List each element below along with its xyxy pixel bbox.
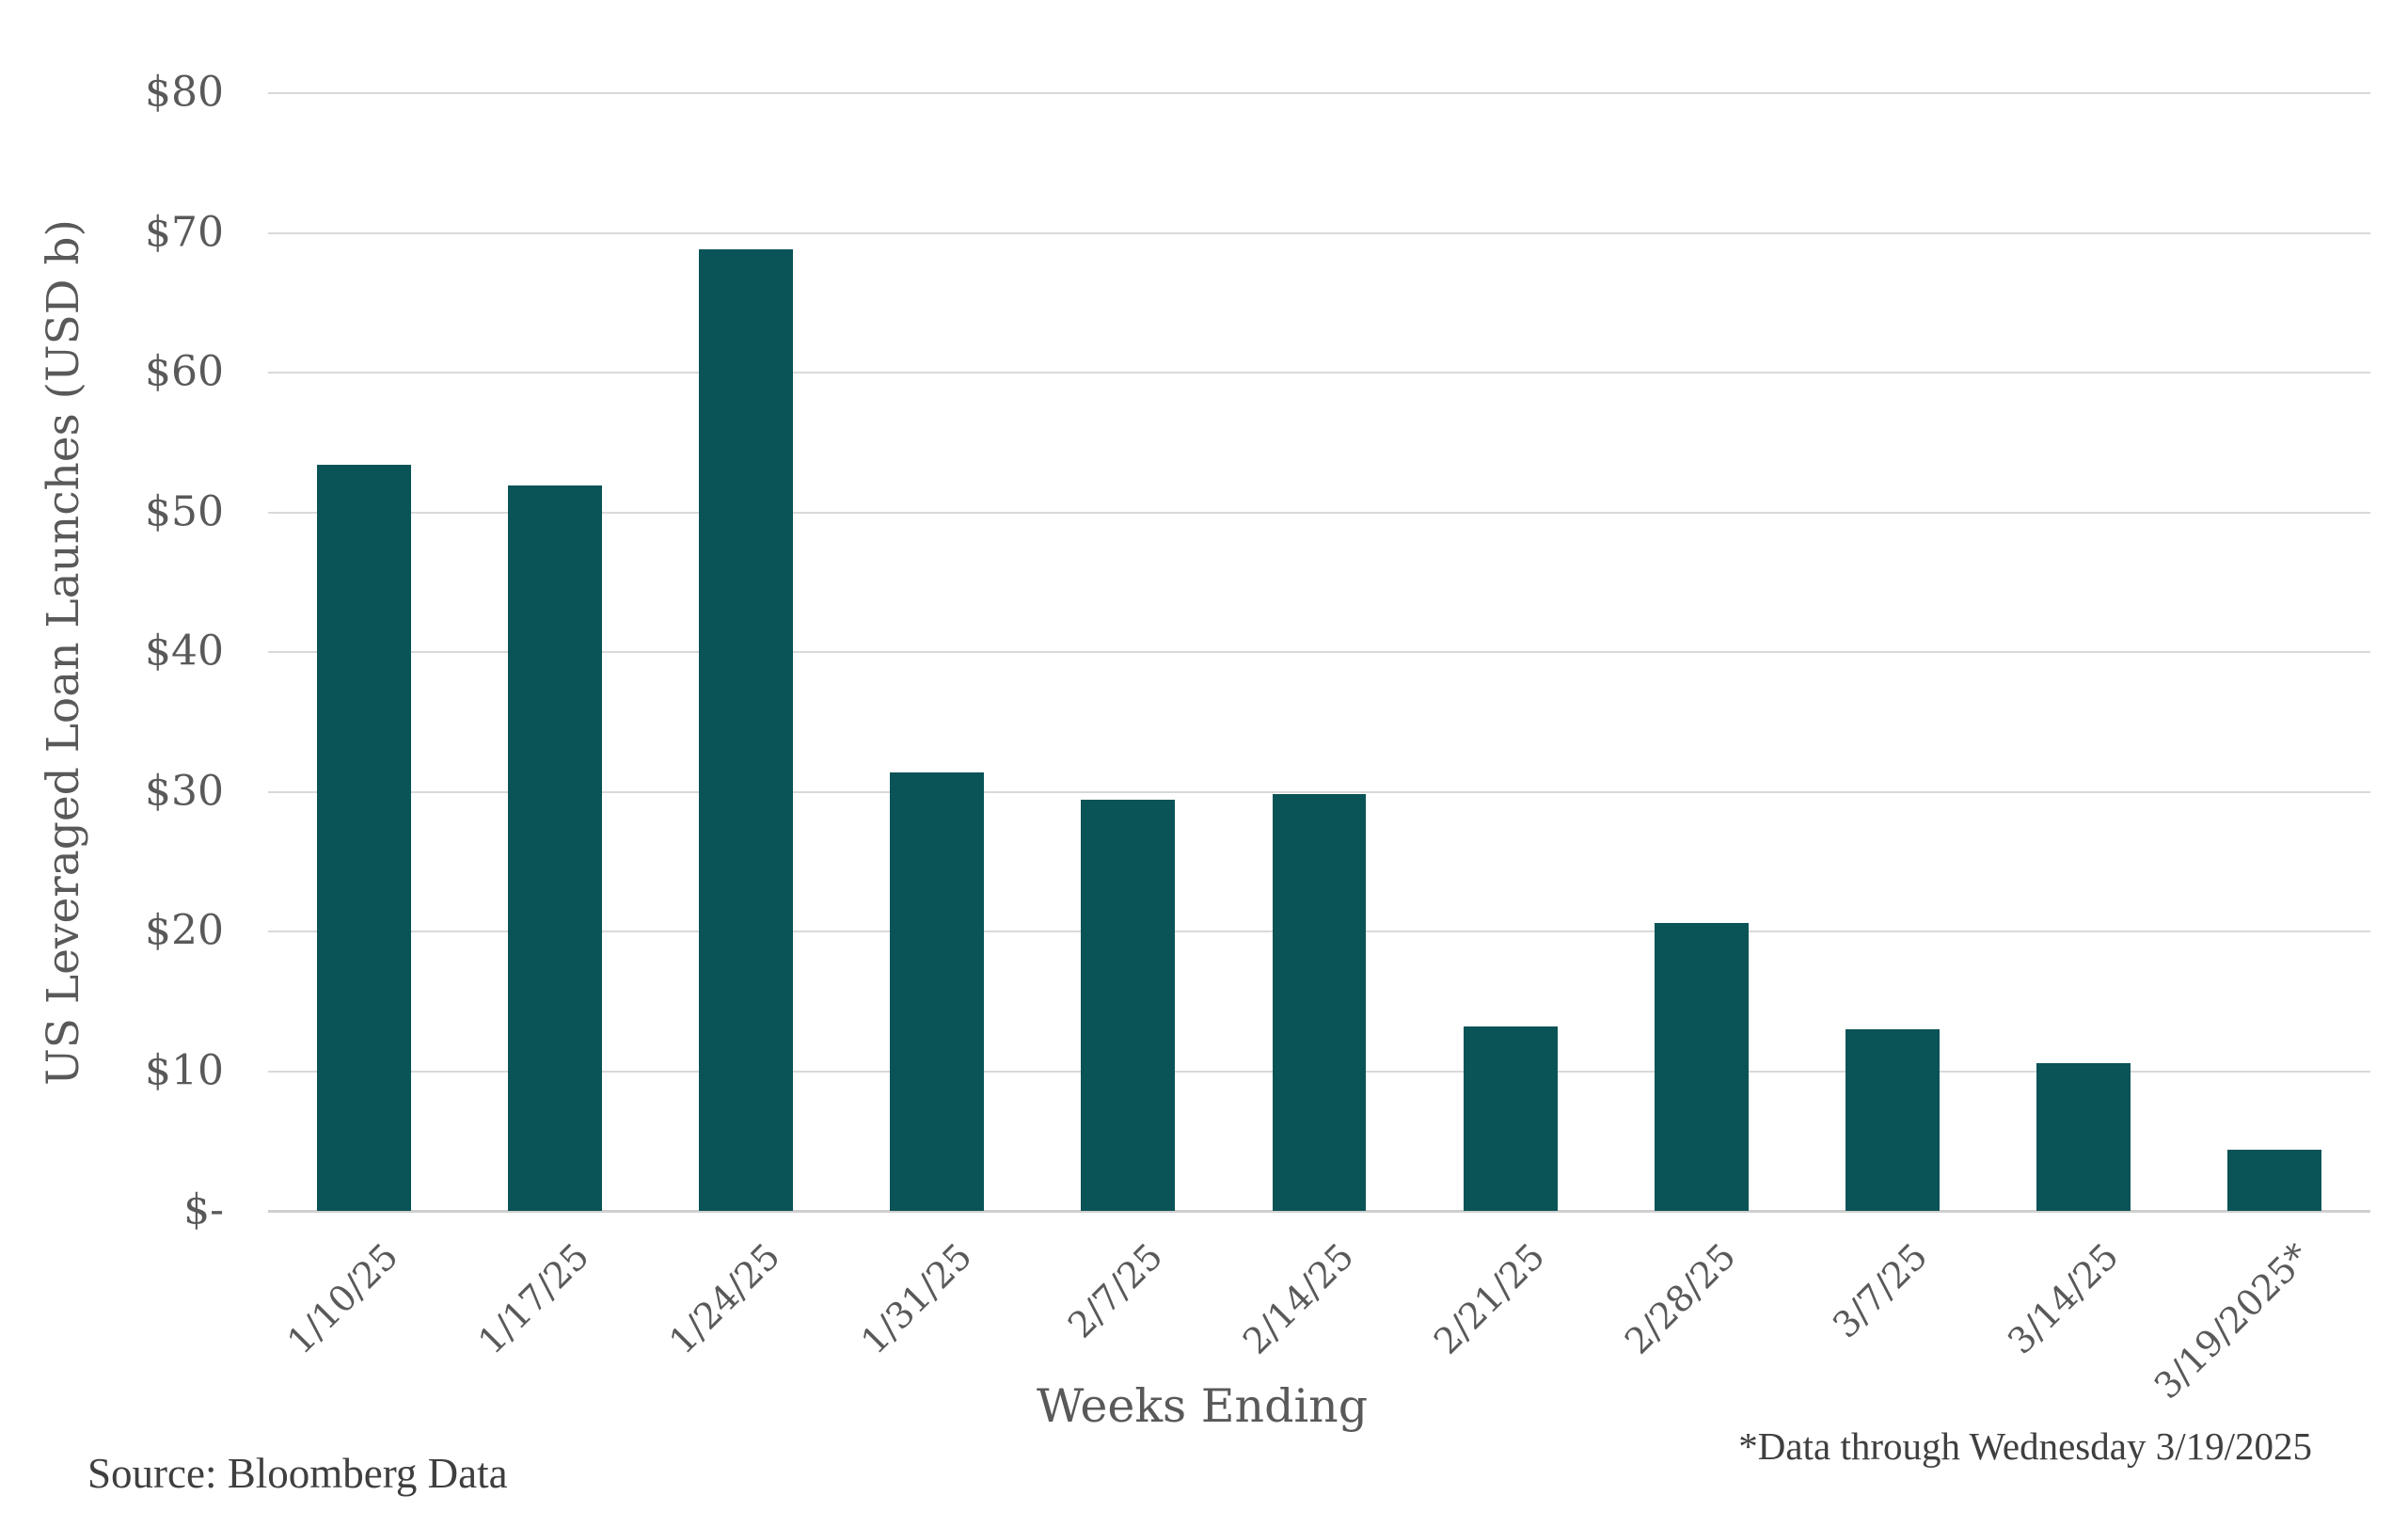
x-axis-tick-label-text: 3/7/25 [1824,1235,1936,1346]
bar [507,485,602,1211]
y-axis-tick-label: $70 [145,207,224,256]
x-axis-tick-label-text: 1/17/25 [470,1235,597,1362]
y-axis-tick-label: $80 [145,68,224,117]
gridline [268,92,2370,94]
gridline [268,372,2370,374]
x-axis-tick-label-text: 2/21/25 [1426,1235,1553,1362]
x-axis-title: Weeks Ending [1037,1379,1369,1433]
x-axis-tick-label-text: 2/14/25 [1234,1235,1362,1362]
x-axis-line [268,1210,2370,1213]
x-axis-tick-label-text: 1/10/25 [278,1235,406,1362]
y-axis-tick-label: $30 [145,766,224,815]
y-axis-tick-label: $50 [145,486,224,535]
bar [1463,1026,1558,1211]
data-footnote: *Data through Wednesday 3/19/2025 [1738,1424,2312,1468]
source-attribution: Source: Bloomberg Data [87,1450,508,1497]
y-axis-tick-label: $60 [145,347,224,396]
y-axis-tick-label: $- [183,1185,224,1234]
bar [1654,923,1749,1211]
y-axis-tick-labels: $- $10 $20 $30 $40 $50 $60 $70 $80 [0,68,224,1233]
gridline [268,790,2370,793]
gridline [268,651,2370,653]
y-axis-tick-label: $10 [145,1045,224,1094]
x-axis-tick-label-text: 1/24/25 [661,1235,789,1362]
bar [699,249,793,1211]
bar [890,771,985,1211]
bar [1272,794,1367,1211]
plot-area [268,92,2370,1213]
y-axis-tick-label: $20 [145,906,224,955]
bar [2227,1149,2322,1211]
x-axis-tick-label-text: 2/7/25 [1059,1235,1171,1346]
bar [2036,1062,2131,1211]
bar [1081,800,1176,1211]
x-axis-tick-label-text: 3/19/2025* [2146,1235,2318,1408]
bar [316,465,411,1211]
gridline [268,231,2370,234]
y-axis-tick-label: $40 [145,627,224,676]
x-axis-tick-label-text: 2/28/25 [1617,1235,1744,1362]
gridline [268,511,2370,514]
x-axis-tick-label-text: 1/31/25 [852,1235,980,1362]
bar [1846,1028,1940,1211]
x-axis-tick-label-text: 3/14/25 [1999,1235,2127,1362]
